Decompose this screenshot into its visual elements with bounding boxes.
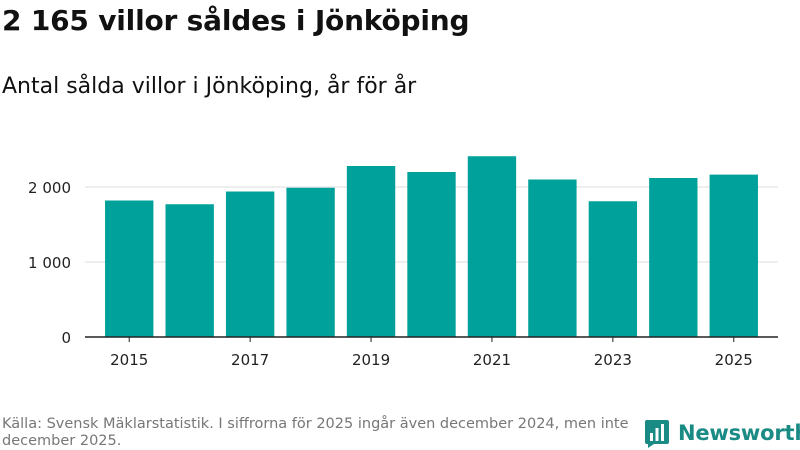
- bar-2019: [346, 166, 396, 337]
- x-tick-label: 2023: [594, 351, 632, 369]
- bar-chart: 0 1 000 2 000 2015 2017 2019 2021 2023 2025: [28, 156, 778, 369]
- newsworthy-logo: Newsworthy: [644, 418, 800, 448]
- x-tick-label: 2015: [110, 351, 148, 369]
- bar-2015: [105, 200, 154, 337]
- bar-2024: [649, 178, 698, 337]
- newsworthy-logo-icon: [645, 420, 669, 448]
- bar-2025: [709, 174, 758, 337]
- bar-2017: [225, 191, 275, 337]
- bar-2016: [165, 204, 214, 337]
- brand-name: Newsworthy: [678, 421, 800, 445]
- y-tick-label: 0: [61, 329, 71, 347]
- y-tick-label: 1 000: [28, 254, 71, 272]
- x-tick-label: 2019: [352, 351, 390, 369]
- x-tick-label: 2017: [231, 351, 269, 369]
- x-tick-label: 2025: [715, 351, 753, 369]
- bar-2020: [407, 172, 456, 337]
- source-note: Källa: Svensk Mäklarstatistik. I siffror…: [2, 416, 629, 449]
- bar-2018: [286, 187, 335, 337]
- bar-2022: [528, 179, 577, 337]
- bar-2023: [588, 201, 638, 337]
- chart-title: 2 165 villor såldes i Jönköping: [2, 4, 470, 37]
- y-tick-label: 2 000: [28, 179, 71, 197]
- bar-2021: [467, 156, 517, 337]
- x-tick-label: 2021: [473, 351, 511, 369]
- chart-subtitle: Antal sålda villor i Jönköping, år för å…: [2, 74, 417, 99]
